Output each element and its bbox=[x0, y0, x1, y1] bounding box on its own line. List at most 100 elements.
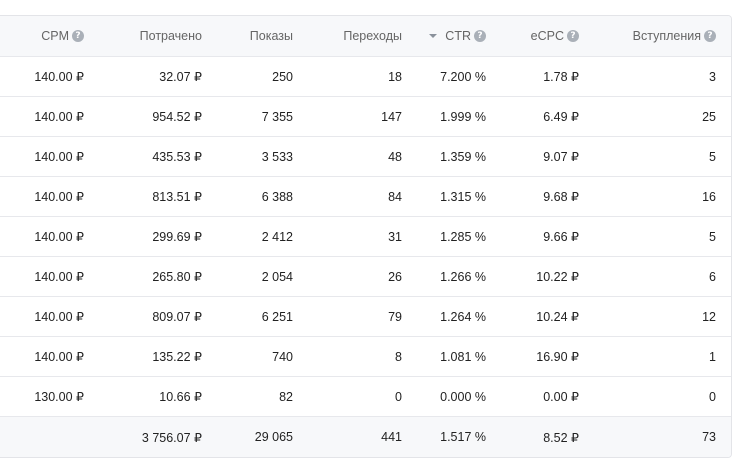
question-circle-icon[interactable]: ? bbox=[474, 30, 486, 42]
column-label-cpm: CPM bbox=[41, 29, 69, 43]
table-row: 140.00 ₽ 32.07 ₽ 250 18 7.200 % 1.78 ₽ 3 bbox=[0, 57, 731, 97]
table-row: 140.00 ₽ 299.69 ₽ 2 412 31 1.285 % 9.66 … bbox=[0, 217, 731, 257]
cell-joins: 12 bbox=[702, 309, 716, 324]
cell-cpm: 130.00 ₽ bbox=[34, 390, 84, 404]
cell-joins: 16 bbox=[702, 189, 716, 204]
cell-impressions: 250 bbox=[272, 69, 293, 84]
column-label-spent: Потрачено bbox=[139, 29, 202, 43]
question-circle-icon[interactable]: ? bbox=[567, 30, 579, 42]
cell-ctr: 1.264 % bbox=[440, 309, 486, 324]
cell-spent: 809.07 ₽ bbox=[152, 310, 202, 324]
column-header-clicks[interactable]: Переходы bbox=[293, 29, 402, 43]
cell-impressions: 7 355 bbox=[261, 109, 293, 124]
cell-clicks: 79 bbox=[388, 309, 402, 324]
cell-spent: 135.22 ₽ bbox=[152, 350, 202, 364]
column-label-clicks: Переходы bbox=[343, 29, 402, 43]
cell-joins: 3 bbox=[709, 69, 716, 84]
cell-ctr: 7.200 % bbox=[440, 69, 486, 84]
cell-clicks: 84 bbox=[388, 189, 402, 204]
total-impressions: 29 065 bbox=[254, 430, 293, 444]
column-label-ctr: CTR bbox=[445, 29, 471, 43]
cell-ecpc: 9.07 ₽ bbox=[543, 150, 579, 164]
cell-clicks: 18 bbox=[388, 69, 402, 84]
cell-impressions: 740 bbox=[272, 349, 293, 364]
total-clicks: 441 bbox=[381, 430, 402, 444]
cell-clicks: 0 bbox=[395, 389, 402, 404]
cell-ctr: 0.000 % bbox=[440, 389, 486, 404]
total-ctr: 1.517 % bbox=[440, 430, 486, 444]
cell-clicks: 31 bbox=[388, 229, 402, 244]
cell-clicks: 8 bbox=[395, 349, 402, 364]
cell-cpm: 140.00 ₽ bbox=[34, 350, 84, 364]
cell-impressions: 6 388 bbox=[261, 189, 293, 204]
cell-cpm: 140.00 ₽ bbox=[34, 70, 84, 84]
cell-impressions: 6 251 bbox=[261, 309, 293, 324]
cell-spent: 954.52 ₽ bbox=[152, 110, 202, 124]
table-row: 140.00 ₽ 813.51 ₽ 6 388 84 1.315 % 9.68 … bbox=[0, 177, 731, 217]
total-joins: 73 bbox=[702, 430, 716, 444]
cell-clicks: 147 bbox=[381, 109, 402, 124]
table-row: 140.00 ₽ 135.22 ₽ 740 8 1.081 % 16.90 ₽ … bbox=[0, 337, 731, 377]
cell-impressions: 2 412 bbox=[261, 229, 293, 244]
cell-ctr: 1.285 % bbox=[440, 229, 486, 244]
stats-table: CPM ? Потрачено Показы Переходы CTR ? eC… bbox=[0, 15, 732, 458]
total-ecpc: 8.52 ₽ bbox=[543, 430, 579, 445]
cell-ecpc: 9.66 ₽ bbox=[543, 230, 579, 244]
table-row: 140.00 ₽ 265.80 ₽ 2 054 26 1.266 % 10.22… bbox=[0, 257, 731, 297]
cell-joins: 5 bbox=[709, 229, 716, 244]
cell-joins: 0 bbox=[709, 389, 716, 404]
cell-ctr: 1.359 % bbox=[440, 149, 486, 164]
cell-joins: 25 bbox=[702, 109, 716, 124]
cell-cpm: 140.00 ₽ bbox=[34, 190, 84, 204]
cell-ctr: 1.266 % bbox=[440, 269, 486, 284]
cell-spent: 813.51 ₽ bbox=[152, 190, 202, 204]
cell-impressions: 2 054 bbox=[261, 269, 293, 284]
table-row: 130.00 ₽ 10.66 ₽ 82 0 0.000 % 0.00 ₽ 0 bbox=[0, 377, 731, 417]
cell-cpm: 140.00 ₽ bbox=[34, 150, 84, 164]
table-header: CPM ? Потрачено Показы Переходы CTR ? eC… bbox=[0, 16, 731, 57]
cell-cpm: 140.00 ₽ bbox=[34, 310, 84, 324]
column-label-joins: Вступления bbox=[632, 29, 701, 43]
total-spent: 3 756.07 ₽ bbox=[141, 430, 202, 445]
column-label-impressions: Показы bbox=[249, 29, 293, 43]
cell-joins: 1 bbox=[709, 349, 716, 364]
cell-ecpc: 10.22 ₽ bbox=[536, 270, 579, 284]
sort-desc-icon bbox=[429, 34, 438, 38]
column-header-impressions[interactable]: Показы bbox=[202, 29, 293, 43]
cell-spent: 299.69 ₽ bbox=[152, 230, 202, 244]
cell-impressions: 3 533 bbox=[261, 149, 293, 164]
cell-clicks: 26 bbox=[388, 269, 402, 284]
cell-ctr: 1.999 % bbox=[440, 109, 486, 124]
column-header-ecpc[interactable]: eCPC ? bbox=[486, 29, 579, 43]
table-row: 140.00 ₽ 954.52 ₽ 7 355 147 1.999 % 6.49… bbox=[0, 97, 731, 137]
cell-ecpc: 10.24 ₽ bbox=[536, 310, 579, 324]
cell-ctr: 1.315 % bbox=[440, 189, 486, 204]
table-row: 140.00 ₽ 435.53 ₽ 3 533 48 1.359 % 9.07 … bbox=[0, 137, 731, 177]
cell-spent: 10.66 ₽ bbox=[159, 390, 202, 404]
cell-ecpc: 6.49 ₽ bbox=[543, 110, 579, 124]
cell-ctr: 1.081 % bbox=[440, 349, 486, 364]
cell-spent: 435.53 ₽ bbox=[152, 150, 202, 164]
cell-joins: 5 bbox=[709, 149, 716, 164]
totals-row: 3 756.07 ₽ 29 065 441 1.517 % 8.52 ₽ 73 bbox=[0, 417, 731, 457]
column-header-joins[interactable]: Вступления ? bbox=[579, 29, 725, 43]
cell-ecpc: 16.90 ₽ bbox=[536, 350, 579, 364]
cell-ecpc: 1.78 ₽ bbox=[543, 70, 579, 84]
column-header-spent[interactable]: Потрачено bbox=[84, 29, 202, 43]
question-circle-icon[interactable]: ? bbox=[72, 30, 84, 42]
cell-joins: 6 bbox=[709, 269, 716, 284]
column-header-ctr[interactable]: CTR ? bbox=[402, 29, 486, 43]
cell-cpm: 140.00 ₽ bbox=[34, 230, 84, 244]
cell-spent: 265.80 ₽ bbox=[152, 270, 202, 284]
cell-impressions: 82 bbox=[279, 389, 293, 404]
column-header-cpm[interactable]: CPM ? bbox=[0, 29, 84, 43]
cell-cpm: 140.00 ₽ bbox=[34, 110, 84, 124]
question-circle-icon[interactable]: ? bbox=[704, 30, 716, 42]
column-label-ecpc: eCPC bbox=[530, 29, 564, 43]
cell-ecpc: 0.00 ₽ bbox=[543, 390, 579, 404]
cell-clicks: 48 bbox=[388, 149, 402, 164]
cell-ecpc: 9.68 ₽ bbox=[543, 190, 579, 204]
cell-spent: 32.07 ₽ bbox=[159, 70, 202, 84]
table-row: 140.00 ₽ 809.07 ₽ 6 251 79 1.264 % 10.24… bbox=[0, 297, 731, 337]
cell-cpm: 140.00 ₽ bbox=[34, 270, 84, 284]
